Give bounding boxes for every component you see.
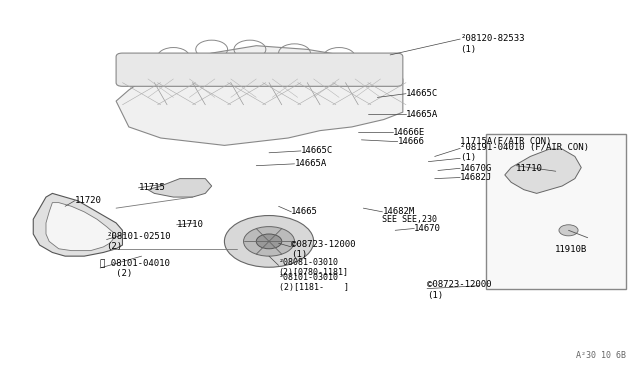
- Text: ²08191-04010 (F/AIR CON)
(1): ²08191-04010 (F/AIR CON) (1): [460, 143, 589, 163]
- Text: ²08101-03010
(2)[1181-    ]: ²08101-03010 (2)[1181- ]: [278, 273, 349, 292]
- Text: 14666E: 14666E: [394, 128, 426, 137]
- Text: 14670G: 14670G: [460, 164, 492, 173]
- Text: SEE SEE,230: SEE SEE,230: [383, 215, 438, 224]
- Circle shape: [559, 225, 578, 236]
- Text: 14666: 14666: [397, 137, 424, 146]
- Text: 14670: 14670: [414, 224, 441, 233]
- Polygon shape: [505, 149, 581, 193]
- Text: ²08101-02510
(2): ²08101-02510 (2): [106, 232, 171, 251]
- Polygon shape: [116, 46, 403, 145]
- Text: 14665A: 14665A: [294, 159, 327, 169]
- Text: 11710: 11710: [516, 164, 543, 173]
- Ellipse shape: [225, 215, 314, 267]
- Polygon shape: [33, 193, 122, 256]
- Text: ©08723-12000
(1): ©08723-12000 (1): [427, 280, 492, 300]
- Text: 11715: 11715: [138, 183, 165, 192]
- Text: 11715A(F/AIR CON): 11715A(F/AIR CON): [460, 137, 552, 146]
- Polygon shape: [46, 203, 113, 251]
- Text: 14665: 14665: [291, 207, 318, 217]
- Text: ²08120-82533
(1): ²08120-82533 (1): [460, 34, 525, 54]
- Text: 14665C: 14665C: [406, 89, 438, 98]
- Text: 11910B: 11910B: [554, 245, 587, 254]
- Circle shape: [256, 234, 282, 249]
- Text: 14665C: 14665C: [301, 147, 333, 155]
- FancyBboxPatch shape: [486, 134, 626, 289]
- Text: 14682J: 14682J: [460, 173, 492, 182]
- Text: 14682M: 14682M: [383, 207, 415, 217]
- Text: ① 08101-04010
   (2): ① 08101-04010 (2): [100, 258, 170, 278]
- Text: 11710: 11710: [177, 220, 204, 229]
- Polygon shape: [148, 179, 212, 197]
- FancyBboxPatch shape: [116, 53, 403, 86]
- Text: A²30 10 6B: A²30 10 6B: [576, 350, 626, 359]
- Text: ²08081-03010
(2)[0780-1181]: ²08081-03010 (2)[0780-1181]: [278, 257, 349, 277]
- Text: 11720: 11720: [75, 196, 102, 205]
- Text: 14665A: 14665A: [406, 109, 438, 119]
- Circle shape: [244, 227, 294, 256]
- Text: ©08723-12000
(1): ©08723-12000 (1): [291, 240, 356, 259]
